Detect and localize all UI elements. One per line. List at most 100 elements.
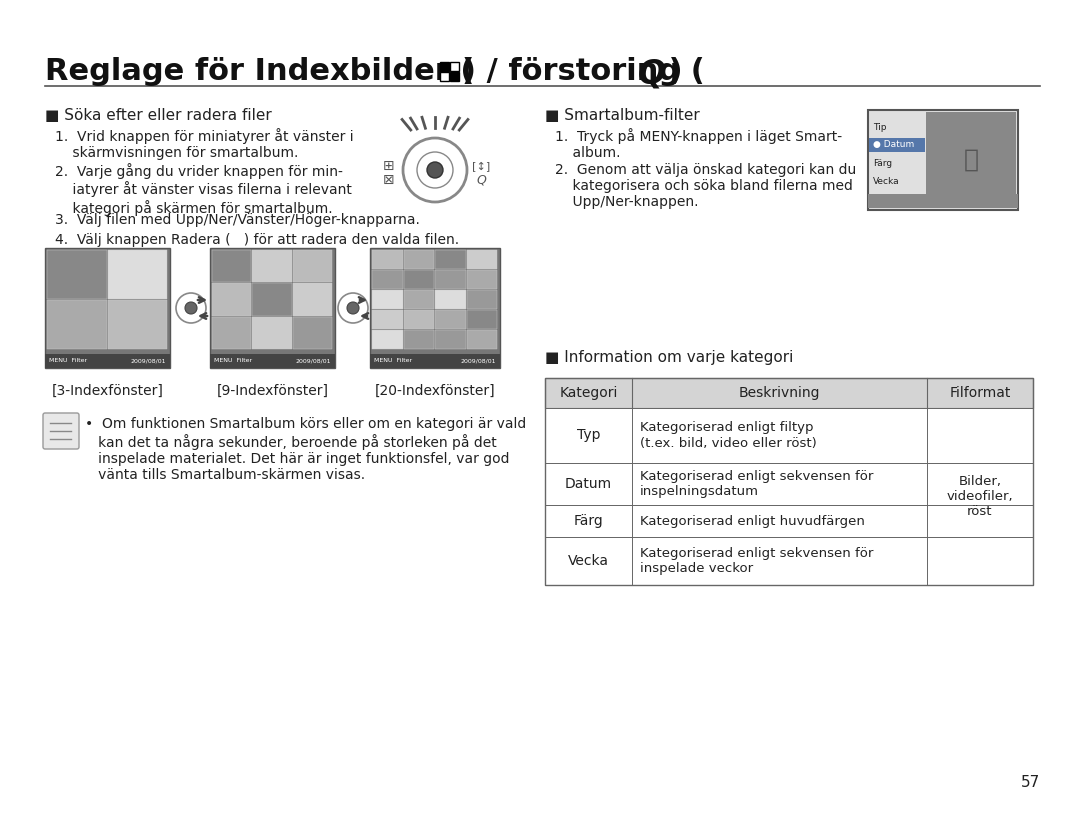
Text: Vecka: Vecka — [873, 177, 900, 186]
Bar — [293, 284, 332, 315]
Bar — [253, 250, 292, 282]
Text: Beskrivning: Beskrivning — [739, 386, 820, 400]
Text: 1.  Vrid knappen för miniatyrer åt vänster i
    skärmvisningen för smartalbum.: 1. Vrid knappen för miniatyrer åt vänste… — [55, 128, 353, 161]
Text: Färg: Färg — [573, 514, 604, 528]
Text: Vecka: Vecka — [568, 554, 609, 568]
Text: ● Datum: ● Datum — [873, 140, 915, 149]
Text: Datum: Datum — [565, 477, 612, 491]
Bar — [868, 110, 1018, 210]
Bar — [869, 138, 924, 152]
Text: Typ: Typ — [577, 429, 600, 443]
Text: 2009/08/01: 2009/08/01 — [296, 359, 330, 363]
FancyBboxPatch shape — [43, 413, 79, 449]
Bar — [370, 354, 500, 368]
Bar — [372, 310, 403, 329]
Bar — [467, 250, 497, 269]
Bar — [404, 270, 434, 289]
Bar — [253, 284, 292, 315]
Bar — [372, 250, 403, 269]
Circle shape — [347, 302, 359, 314]
Text: 2009/08/01: 2009/08/01 — [131, 359, 166, 363]
Text: 👤: 👤 — [963, 148, 978, 172]
Bar — [545, 378, 1032, 585]
Text: 2009/08/01: 2009/08/01 — [460, 359, 496, 363]
Bar — [467, 270, 497, 289]
Text: MENU  Filter: MENU Filter — [214, 359, 252, 363]
Text: Färg: Färg — [873, 158, 892, 168]
Circle shape — [185, 302, 197, 314]
Text: [20-Indexfönster]: [20-Indexfönster] — [375, 384, 496, 398]
Text: Bilder,
videofiler,
röst: Bilder, videofiler, röst — [947, 475, 1013, 518]
Bar — [440, 62, 449, 71]
Bar — [372, 290, 403, 309]
Bar — [108, 300, 167, 349]
Text: ⊠: ⊠ — [383, 173, 395, 187]
Bar — [435, 330, 465, 349]
Text: [↕]: [↕] — [472, 161, 490, 171]
Bar — [467, 290, 497, 309]
Bar — [370, 248, 500, 368]
Bar — [404, 310, 434, 329]
Bar — [45, 354, 170, 368]
Text: Kategoriserad enligt sekvensen för
inspelningsdatum: Kategoriserad enligt sekvensen för inspe… — [640, 470, 874, 498]
Bar — [440, 72, 449, 81]
Bar — [212, 284, 252, 315]
Text: Kategori: Kategori — [559, 386, 618, 400]
Bar — [293, 250, 332, 282]
Text: •  Om funktionen Smartalbum körs eller om en kategori är vald
   kan det ta någr: • Om funktionen Smartalbum körs eller om… — [85, 417, 526, 482]
Bar — [253, 317, 292, 349]
Bar — [435, 310, 465, 329]
Bar — [372, 330, 403, 349]
Bar — [404, 250, 434, 269]
Text: MENU  Filter: MENU Filter — [49, 359, 87, 363]
Text: MENU  Filter: MENU Filter — [374, 359, 413, 363]
Bar — [450, 72, 459, 81]
Bar — [404, 290, 434, 309]
Bar — [450, 62, 459, 71]
Text: [3-Indexfönster]: [3-Indexfönster] — [52, 384, 163, 398]
Bar — [372, 270, 403, 289]
Bar — [212, 317, 252, 349]
Bar — [293, 317, 332, 349]
Text: Q: Q — [638, 58, 666, 90]
Bar — [926, 112, 1016, 208]
Bar — [545, 378, 1032, 408]
Bar — [467, 310, 497, 329]
Bar — [210, 248, 335, 368]
Text: Kategoriserad enligt filtyp
(t.ex. bild, video eller röst): Kategoriserad enligt filtyp (t.ex. bild,… — [640, 421, 816, 450]
Bar — [48, 300, 107, 349]
Text: 2.  Varje gång du vrider knappen för min-
    iatyrer åt vänster visas filerna i: 2. Varje gång du vrider knappen för min-… — [55, 163, 352, 216]
Text: 2.  Genom att välja önskad kategori kan du
    kategorisera och söka bland filer: 2. Genom att välja önskad kategori kan d… — [555, 163, 856, 209]
Text: Kategoriserad enligt sekvensen för
inspelade veckor: Kategoriserad enligt sekvensen för inspe… — [640, 547, 874, 575]
Circle shape — [427, 162, 443, 178]
Bar — [545, 505, 1032, 537]
Bar — [435, 290, 465, 309]
Text: Q: Q — [476, 174, 486, 187]
Text: [9-Indexfönster]: [9-Indexfönster] — [216, 384, 328, 398]
Text: Filformat: Filformat — [949, 386, 1011, 400]
Text: ■ Information om varje kategori: ■ Information om varje kategori — [545, 350, 794, 365]
Text: 3.  Välj filen med Upp/Ner/Vänster/Höger-knapparna.: 3. Välj filen med Upp/Ner/Vänster/Höger-… — [55, 213, 420, 227]
Text: ■ Smartalbum-filter: ■ Smartalbum-filter — [545, 108, 700, 123]
Text: ) / förstoring (: ) / förstoring ( — [462, 58, 705, 86]
Text: Reglage för Indexbilder (: Reglage för Indexbilder ( — [45, 58, 474, 86]
Bar — [868, 194, 1018, 208]
Bar — [48, 250, 107, 299]
Bar — [210, 354, 335, 368]
Bar — [545, 463, 1032, 505]
Bar — [545, 408, 1032, 463]
Bar — [45, 248, 170, 368]
Bar — [467, 330, 497, 349]
Text: 1.  Tryck på MENY-knappen i läget Smart-
    album.: 1. Tryck på MENY-knappen i läget Smart- … — [555, 128, 842, 161]
Bar — [545, 537, 1032, 585]
Bar — [108, 250, 167, 299]
Text: Kategoriserad enligt huvudfärgen: Kategoriserad enligt huvudfärgen — [640, 514, 865, 527]
Text: ⊞: ⊞ — [383, 159, 395, 173]
Text: ■ Söka efter eller radera filer: ■ Söka efter eller radera filer — [45, 108, 272, 123]
Text: ): ) — [658, 58, 683, 86]
Text: 4.  Välj knappen Radera (   ) för att radera den valda filen.: 4. Välj knappen Radera ( ) för att rader… — [55, 233, 459, 247]
Bar — [435, 250, 465, 269]
Text: 57: 57 — [1021, 775, 1040, 790]
Bar — [404, 330, 434, 349]
Bar — [212, 250, 252, 282]
